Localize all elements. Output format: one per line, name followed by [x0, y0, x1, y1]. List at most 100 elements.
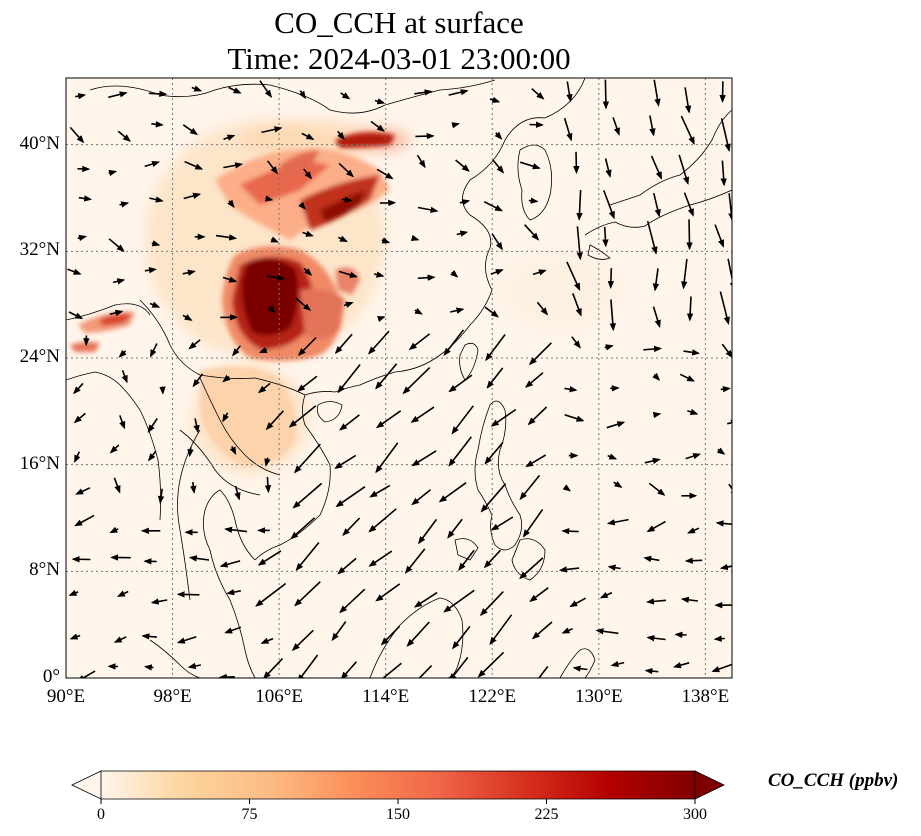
wind-arrow: [533, 665, 549, 678]
wind-arrow: [264, 195, 274, 202]
wind-arrow: [595, 628, 619, 635]
wind-arrow: [264, 476, 272, 494]
wind-arrow: [266, 160, 278, 175]
wind-arrow: [674, 631, 687, 638]
wind-arrow: [525, 454, 547, 468]
wind-arrow: [77, 234, 87, 242]
wind-arrow: [519, 474, 541, 501]
wind-arrow: [458, 549, 475, 571]
lon-tick-label: 122°E: [468, 686, 517, 707]
wind-arrow: [374, 662, 402, 678]
wind-arrow: [337, 235, 348, 243]
wind-arrow: [377, 315, 386, 323]
wind-arrow: [267, 274, 286, 281]
wind-arrow: [298, 201, 306, 210]
wind-arrow: [558, 566, 580, 573]
wind-arrow: [652, 306, 661, 329]
wind-arrow: [291, 629, 314, 652]
co-concentration-field: [66, 78, 732, 678]
wind-arrow: [219, 560, 241, 568]
wind-arrow: [562, 484, 571, 492]
wind-arrow: [375, 442, 399, 474]
wind-arrow: [413, 591, 438, 608]
wind-arrow: [188, 339, 201, 350]
wind-arrow: [727, 258, 732, 291]
wind-arrow: [606, 421, 626, 429]
wind-arrow: [187, 447, 194, 458]
wind-arrow: [183, 192, 202, 200]
lat-tick-label: 16°N: [19, 452, 60, 474]
wind-arrow: [258, 347, 268, 354]
wind-arrow: [116, 590, 129, 597]
colorbar-tick-label: 150: [386, 806, 410, 823]
wind-arrow: [572, 293, 582, 317]
wind-arrow: [720, 160, 727, 187]
wind-arrow: [685, 453, 702, 460]
wind-arrow: [192, 373, 204, 388]
wind-arrow: [234, 485, 241, 501]
colorbar-tick-label: 300: [683, 806, 707, 823]
wind-arrow: [563, 117, 573, 142]
wind-arrow: [714, 224, 725, 248]
wind-arrow: [455, 159, 470, 172]
wind-arrow: [334, 454, 357, 469]
wind-arrow: [715, 520, 732, 527]
wind-arrow: [653, 79, 661, 107]
wind-arrow: [490, 408, 517, 427]
wind-arrow: [222, 374, 231, 383]
wind-arrow: [599, 591, 613, 599]
wind-arrow: [451, 122, 460, 129]
wind-arrow: [368, 508, 397, 533]
wind-arrow: [182, 269, 196, 276]
wind-arrow: [294, 581, 321, 607]
lon-tick-label: 98°E: [153, 686, 192, 707]
wind-arrow: [684, 557, 703, 564]
wind-arrow: [494, 131, 503, 140]
lon-tick-label: 130°E: [574, 686, 623, 707]
wind-arrow: [459, 199, 471, 206]
wind-arrow: [417, 518, 438, 545]
wind-arrow: [449, 656, 469, 678]
wind-arrow: [297, 375, 318, 392]
wind-arrow: [531, 621, 553, 640]
wind-arrow: [490, 516, 514, 531]
lon-tick-label: 138°E: [681, 686, 730, 707]
wind-arrow: [687, 408, 699, 415]
wind-arrow: [375, 583, 401, 602]
wind-arrow: [368, 330, 390, 355]
wind-arrow: [338, 270, 358, 278]
wind-arrow: [232, 345, 242, 357]
wind-arrow: [528, 197, 539, 204]
wind-arrow: [531, 88, 545, 100]
wind-arrow: [157, 488, 165, 504]
wind-arrow: [255, 582, 287, 607]
wind-arrow: [443, 329, 465, 357]
wind-arrow: [270, 236, 279, 243]
wind-arrow: [223, 162, 244, 169]
wind-arrow: [411, 450, 437, 467]
wind-arrow: [716, 447, 726, 455]
wind-arrow: [402, 367, 431, 395]
wind-arrow: [490, 269, 504, 276]
wind-arrow: [119, 201, 130, 208]
wind-arrow: [369, 484, 391, 498]
wind-arrow: [150, 598, 168, 605]
wind-arrow: [646, 598, 667, 605]
wind-arrow: [603, 190, 615, 220]
wind-arrow: [376, 168, 394, 180]
graticule-gridlines: [66, 78, 732, 678]
wind-arrow: [522, 508, 544, 538]
wind-arrow: [519, 557, 544, 580]
wind-arrow: [573, 151, 580, 175]
wind-arrow: [226, 588, 241, 596]
wind-arrow: [335, 486, 366, 508]
wind-arrow: [113, 477, 121, 494]
wind-arrow: [68, 589, 79, 596]
wind-arrow: [338, 162, 354, 178]
colorbar-upper-extension: [694, 770, 725, 800]
wind-arrow: [416, 154, 426, 169]
wind-arrow: [524, 372, 544, 388]
wind-arrow: [483, 549, 502, 569]
wind-arrow: [566, 261, 581, 292]
wind-arrow: [191, 85, 203, 92]
